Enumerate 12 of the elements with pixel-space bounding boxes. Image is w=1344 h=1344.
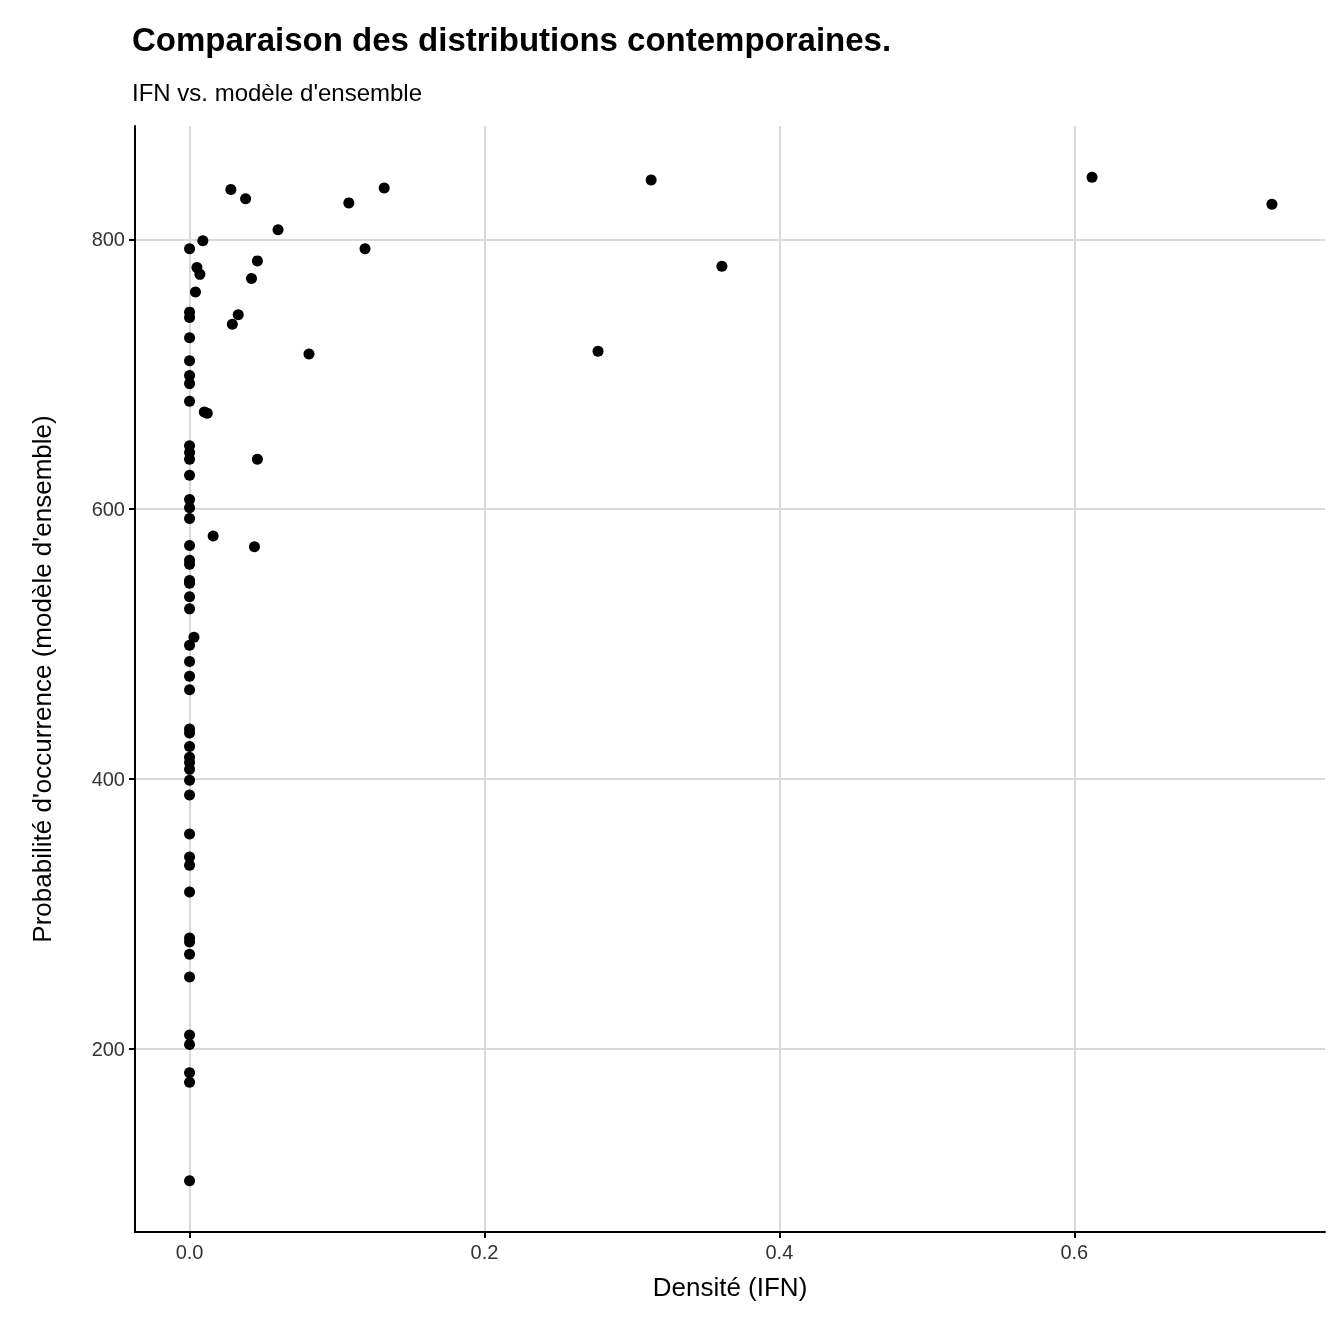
x-tick-label: 0.0: [175, 1241, 204, 1263]
x-tick-label: 0.6: [1060, 1241, 1089, 1263]
chart-subtitle: IFN vs. modèle d'ensemble: [132, 78, 423, 106]
y-tick-label: 200: [91, 1037, 125, 1060]
x-axis-title: Densité (IFN): [652, 1272, 808, 1302]
y-tick-label: 600: [91, 498, 125, 521]
chart-title: Comparaison des distributions contemporaines.: [132, 21, 892, 58]
x-tick-label: 0.4: [765, 1241, 794, 1263]
y-tick-label: 800: [91, 228, 125, 251]
y-axis-title: Probabilité d'occurrence (modèle d'ensemble): [27, 415, 57, 943]
y-tick-label: 400: [91, 767, 125, 790]
x-tick-label: 0.2: [470, 1241, 499, 1263]
